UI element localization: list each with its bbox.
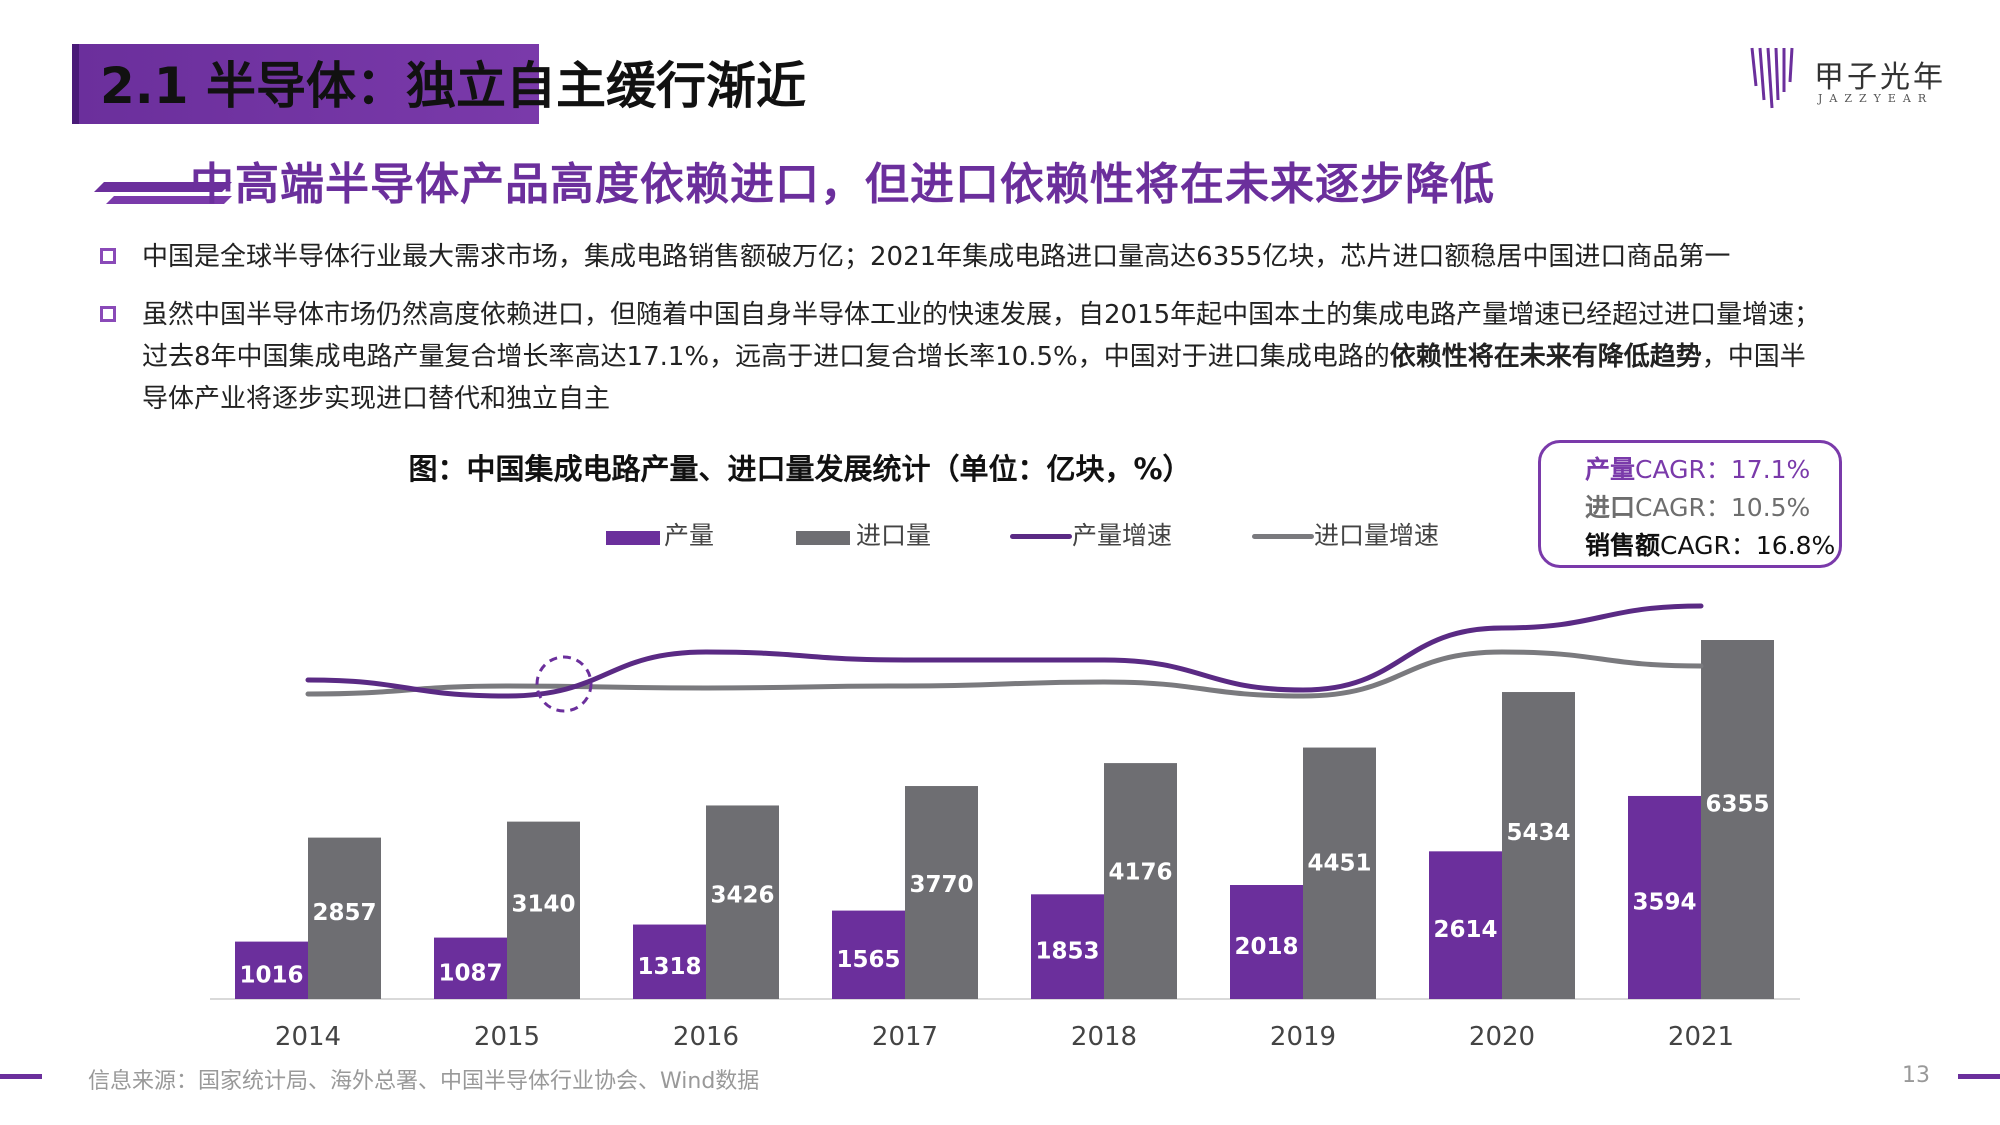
bar-import-2021 <box>1701 640 1774 999</box>
bullet-2-line-2: 过去8年中国集成电路产量复合增长率高达17.1%，远高于进口复合增长率10.5%… <box>142 336 1942 378</box>
x-tick-label-2017: 2017 <box>872 1022 938 1052</box>
bar-production-2014 <box>235 941 308 999</box>
bar-production-2017 <box>832 910 905 999</box>
subtitle: 中高端半导体产品高度依赖进口，但进口依赖性将在未来逐步降低 <box>190 159 1495 210</box>
logo-text-en: JAZZYEAR <box>1818 92 1934 105</box>
cagr-import-value: CAGR：10.5% <box>1635 493 1811 522</box>
chart-title: 图：中国集成电路产量、进口量发展统计（单位：亿块，%） <box>408 452 1192 486</box>
value-label-import-2020: 5434 <box>1506 820 1570 846</box>
legend-swatch-import <box>796 531 850 545</box>
line-production-growth <box>305 603 1704 699</box>
bullet-marker <box>100 248 116 264</box>
bar-production-2015 <box>434 937 507 999</box>
legend-label-import: 进口量 <box>856 521 932 550</box>
bar-import-2014 <box>308 837 381 999</box>
legend-label-import-growth: 进口量增速 <box>1314 521 1440 550</box>
value-label-production-2016: 1318 <box>637 954 701 980</box>
cagr-import: 进口CAGR：10.5% <box>1585 489 1839 527</box>
x-tick-label-2016: 2016 <box>673 1022 739 1052</box>
value-label-production-2017: 1565 <box>836 947 900 973</box>
bar-import-2016 <box>706 805 779 999</box>
cagr-sales-value: CAGR：16.8% <box>1660 531 1836 560</box>
page-number: 13 <box>1902 1063 1930 1088</box>
x-tick-label-2014: 2014 <box>275 1022 341 1052</box>
bullet-2-emphasis: 依赖性将在未来有降低趋势 <box>1389 342 1702 372</box>
x-tick-label-2021: 2021 <box>1668 1022 1734 1052</box>
subtitle-decoration <box>94 182 232 204</box>
x-tick-label-2015: 2015 <box>474 1022 540 1052</box>
bar-production-2016 <box>633 924 706 999</box>
cagr-box: 产量CAGR：17.1% 进口CAGR：10.5% 销售额CAGR：16.8% <box>1538 440 1842 568</box>
bar-import-2017 <box>905 786 978 999</box>
logo-mark-icon <box>1750 47 1794 109</box>
line-import-growth <box>305 649 1704 699</box>
bar-import-2019 <box>1303 747 1376 999</box>
bullet-2-line-1: 虽然中国半导体市场仍然高度依赖进口，但随着中国自身半导体工业的快速发展，自201… <box>142 300 1821 330</box>
bar-import-2018 <box>1104 763 1177 999</box>
cagr-production-value: CAGR：17.1% <box>1635 455 1811 484</box>
bar-import-2020 <box>1502 692 1575 999</box>
bullet-text-1: 中国是全球半导体行业最大需求市场，集成电路销售额破万亿；2021年集成电路进口量… <box>142 236 1942 278</box>
value-label-production-2015: 1087 <box>438 960 502 986</box>
legend-line-import-growth <box>1252 534 1314 539</box>
bullet-marker <box>100 306 116 322</box>
value-label-import-2019: 4451 <box>1307 851 1371 877</box>
title-background <box>72 44 539 124</box>
bar-production-2021 <box>1628 795 1701 999</box>
x-tick-label-2019: 2019 <box>1270 1022 1336 1052</box>
footer-accent-right <box>1958 1074 2000 1079</box>
cagr-sales-label: 销售额 <box>1585 531 1661 560</box>
value-label-import-2021: 6355 <box>1705 792 1769 818</box>
footer-accent-left <box>0 1074 42 1079</box>
cagr-sales: 销售额CAGR：16.8% <box>1585 527 1839 565</box>
x-tick-label-2020: 2020 <box>1469 1022 1535 1052</box>
bullet-2-line-2a: 过去8年中国集成电路产量复合增长率高达17.1%，远高于进口复合增长率10.5%… <box>142 342 1390 372</box>
value-label-import-2017: 3770 <box>909 872 973 898</box>
cagr-production-label: 产量 <box>1585 455 1636 484</box>
logo: 甲子光年 JAZZYEAR <box>1748 46 1948 116</box>
legend-swatch-production <box>606 531 660 545</box>
crossover-marker <box>535 655 593 713</box>
bar-production-2020 <box>1429 851 1502 999</box>
logo-text-cn: 甲子光年 <box>1814 60 1946 95</box>
x-tick-label-2018: 2018 <box>1071 1022 1137 1052</box>
legend-line-production-growth <box>1010 534 1072 539</box>
value-label-production-2018: 1853 <box>1035 939 1099 965</box>
bullet-1-text: 中国是全球半导体行业最大需求市场，集成电路销售额破万亿；2021年集成电路进口量… <box>142 242 1731 272</box>
bullet-text-2: 虽然中国半导体市场仍然高度依赖进口，但随着中国自身半导体工业的快速发展，自201… <box>142 294 1942 420</box>
bullet-2-line-2b: ，中国半 <box>1701 342 1806 372</box>
bar-production-2018 <box>1031 894 1104 999</box>
value-label-import-2018: 4176 <box>1108 859 1172 885</box>
value-label-production-2020: 2614 <box>1433 917 1497 943</box>
value-label-import-2014: 2857 <box>312 900 376 926</box>
legend-label-production-growth: 产量增速 <box>1072 521 1173 550</box>
source-note: 信息来源：国家统计局、海外总署、中国半导体行业协会、Wind数据 <box>88 1069 760 1094</box>
bar-production-2019 <box>1230 885 1303 999</box>
legend-label-production: 产量 <box>664 521 715 550</box>
bar-import-2015 <box>507 821 580 999</box>
value-label-import-2016: 3426 <box>710 883 774 909</box>
value-label-import-2015: 3140 <box>511 891 575 917</box>
cagr-import-label: 进口 <box>1585 493 1636 522</box>
bullet-2-line-3: 导体产业将逐步实现进口替代和独立自主 <box>142 384 611 414</box>
page-title: 2.1 半导体：独立自主缓行渐近 <box>100 57 806 115</box>
value-label-production-2019: 2018 <box>1234 934 1298 960</box>
value-label-production-2021: 3594 <box>1632 889 1696 915</box>
cagr-production: 产量CAGR：17.1% <box>1585 451 1839 489</box>
value-label-production-2014: 1016 <box>239 962 303 988</box>
